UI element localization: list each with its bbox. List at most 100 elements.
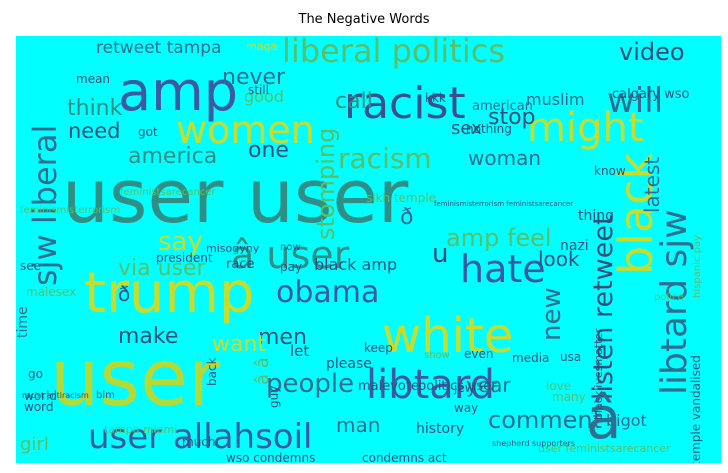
word-50: time [16, 306, 31, 338]
word-37: woman [468, 146, 541, 170]
word-98: hispanic pay [692, 235, 703, 298]
word-13: â user [231, 233, 350, 277]
word-40: latest [640, 157, 664, 213]
word-cloud-svg: user user user amp racist liberal politics wo… [16, 36, 703, 463]
word-34: call [335, 89, 373, 114]
word-97: user feministsarecancer [538, 442, 671, 455]
word-70: mean [76, 72, 110, 86]
word-46: want [212, 332, 266, 357]
word-24: amp feel [446, 224, 552, 252]
word-28: need [68, 119, 120, 143]
word-6: might [527, 105, 644, 151]
word-81: go [28, 367, 43, 381]
word-72: american [472, 99, 533, 114]
word-33: one [248, 138, 289, 163]
word-103: blm [96, 390, 115, 401]
word-21: video [619, 38, 685, 66]
word-43: year [466, 373, 511, 397]
word-76: even [464, 347, 493, 361]
word-69: still [248, 83, 269, 97]
word-25: retweet tampa [96, 38, 221, 58]
chart-title: The Negative Words [298, 12, 430, 27]
word-89: guy [267, 386, 281, 408]
word-94: feminismisterrorism [20, 205, 120, 216]
word-8: white [382, 308, 513, 364]
word-52: bigot [606, 411, 647, 430]
word-27: think [67, 96, 123, 121]
word-42: comment [488, 406, 602, 434]
word-102: feminismisterrorism feministsarecancer [434, 200, 573, 208]
word-105: show [424, 350, 450, 361]
word-74: nothing [466, 122, 512, 136]
word-107: ð [118, 282, 130, 306]
word-77: media [512, 351, 549, 365]
word-44: girl [20, 434, 49, 455]
word-cloud: user user user amp racist liberal politics wo… [16, 36, 721, 463]
word-45: men [258, 325, 307, 350]
word-79: jew [453, 381, 475, 395]
word-99: police [654, 292, 684, 303]
word-41: muslim [526, 90, 585, 109]
word-7: trump [84, 261, 255, 326]
word-48: u [432, 239, 448, 269]
word-78: usa [560, 350, 581, 364]
word-1: user [50, 334, 221, 424]
word-23: stomping [312, 128, 340, 240]
word-101: shepherd supporters [492, 439, 575, 448]
word-54: let [290, 342, 309, 360]
word-86: condemns act [362, 451, 447, 463]
word-63: pay [280, 260, 302, 274]
word-61: president [156, 251, 213, 265]
word-75: know [594, 164, 626, 178]
word-10: sjw liberal [26, 125, 64, 286]
word-106: â â [252, 357, 273, 385]
word-104: many [552, 390, 586, 404]
word-64: now [280, 242, 301, 253]
word-56: malevote [358, 379, 419, 394]
word-5: women [176, 108, 315, 152]
word-90: love [546, 379, 571, 393]
word-65: nazi [560, 238, 589, 254]
word-95: feministsarecancer [120, 187, 216, 198]
word-17: people [266, 369, 354, 399]
word-9: black [609, 153, 663, 275]
word-29: america [128, 144, 217, 169]
word-88: blacklivesmatter [592, 328, 605, 420]
word-108: malesex [26, 285, 76, 299]
word-31: via user [118, 256, 207, 281]
word-100: racist antiracism [22, 391, 89, 400]
word-57: politics user [418, 379, 497, 394]
word-84: much [182, 435, 216, 449]
word-80: back [205, 357, 219, 386]
word-16: obama [276, 275, 379, 310]
word-12: hate [460, 247, 546, 291]
word-30: say [158, 227, 203, 257]
word-58: keep [364, 341, 393, 355]
word-20: will [607, 81, 663, 121]
word-82: word [24, 400, 54, 414]
word-3: racist [344, 78, 466, 129]
word-51: man [336, 413, 380, 437]
word-49: ð [400, 205, 413, 230]
word-32: make [118, 324, 178, 349]
word-67: good [244, 87, 284, 106]
word-19: â [586, 384, 622, 452]
word-38: look [538, 247, 580, 271]
word-96: tampa miami [104, 423, 177, 436]
word-55: please [326, 356, 372, 372]
word-2: amp [118, 60, 238, 123]
word-4: liberal politics [282, 36, 505, 70]
word-0: user user [62, 154, 409, 240]
word-53: history [416, 421, 464, 437]
word-26: never [222, 65, 286, 90]
word-71: kkk [425, 91, 446, 105]
word-83: world [24, 389, 57, 403]
word-66: thing [578, 208, 614, 224]
word-22: racism [338, 142, 432, 175]
word-93: sikh temple [366, 191, 436, 205]
word-87: temple vandalised [689, 355, 703, 463]
word-36: sex [451, 118, 482, 139]
word-39: new [537, 287, 567, 341]
word-91: way [454, 401, 478, 415]
word-73: calgary wso [612, 87, 690, 102]
